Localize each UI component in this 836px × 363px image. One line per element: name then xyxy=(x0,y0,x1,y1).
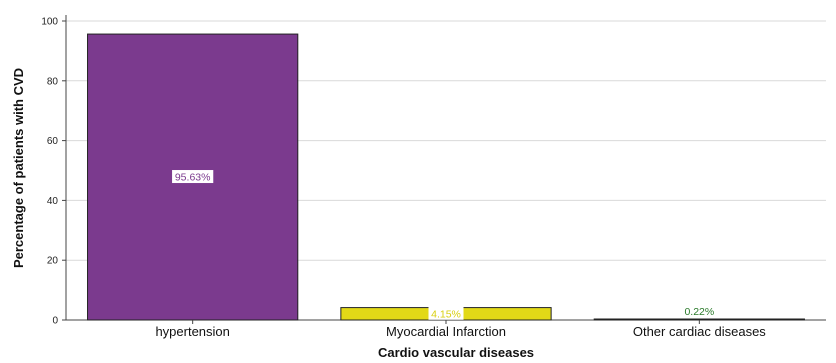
y-tick-label: 60 xyxy=(47,136,59,147)
x-category-label: Myocardial Infarction xyxy=(386,324,506,339)
data-label-background xyxy=(681,304,717,318)
bar-other-cardiac-diseases xyxy=(593,318,805,321)
x-category-label: Other cardiac diseases xyxy=(633,324,766,339)
data-label-group: 95.63% xyxy=(172,170,214,184)
bars: 95.63% 4.15% 0.22% xyxy=(87,33,805,321)
y-ticks: 0 20 40 60 80 100 xyxy=(41,17,66,327)
x-category-labels: hypertension Myocardial Infarction Other c… xyxy=(155,320,766,339)
y-tick-label: 100 xyxy=(41,17,58,28)
x-category-label: hypertension xyxy=(155,324,229,339)
y-tick-label: 0 xyxy=(52,316,58,327)
y-tick-label: 20 xyxy=(47,256,59,267)
data-label: 4.15% xyxy=(431,308,461,320)
data-label-group: 4.15% xyxy=(428,306,464,320)
data-label: 0.22% xyxy=(684,306,714,318)
data-label-group: 0.22% xyxy=(681,304,717,318)
y-tick-label: 80 xyxy=(47,76,59,87)
data-label: 95.63% xyxy=(175,172,211,184)
y-tick-label: 40 xyxy=(47,196,59,207)
x-axis-title: Cardio vascular diseases xyxy=(378,345,534,360)
data-label-background xyxy=(428,306,464,320)
y-axis-title: Percentage of patients with CVD xyxy=(11,68,26,268)
data-label-background xyxy=(172,170,214,184)
